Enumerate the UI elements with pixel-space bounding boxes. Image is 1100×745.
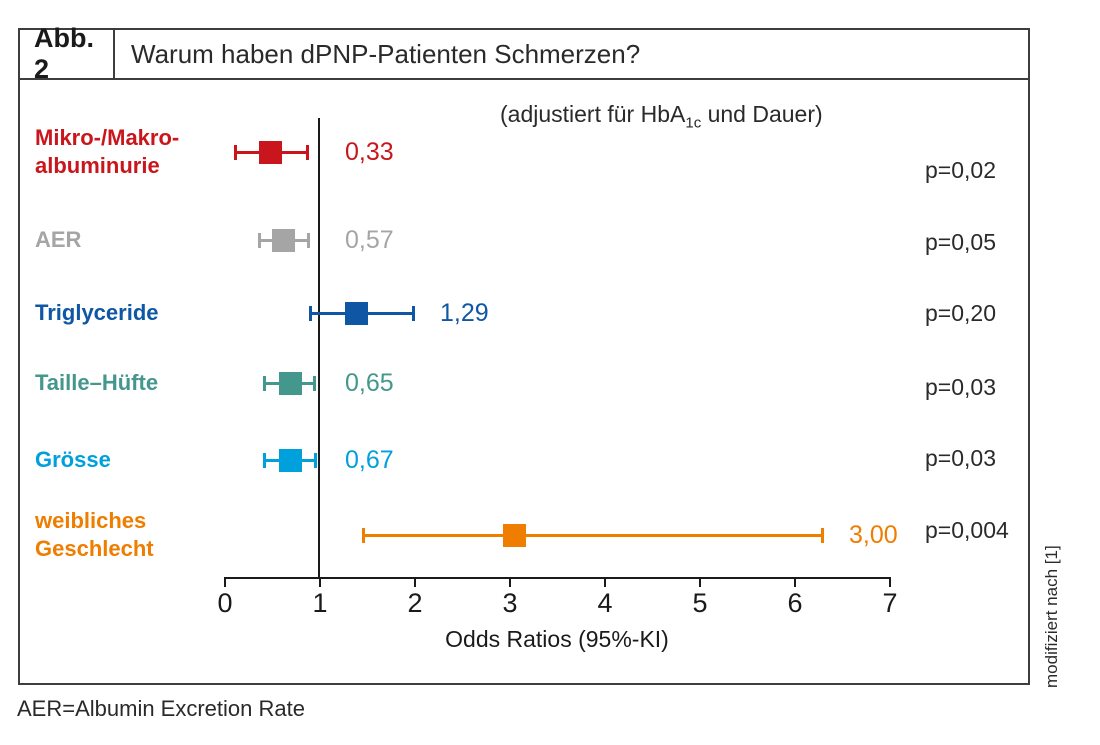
x-axis-tick	[509, 579, 511, 587]
figure-frame: Abb. 2 Warum haben dPNP-Patienten Schmer…	[18, 23, 1030, 685]
reference-line	[318, 118, 320, 578]
or-value-label: 3,00	[849, 521, 898, 549]
x-tick-label: 4	[597, 588, 613, 618]
ci-cap-right	[306, 145, 309, 160]
row-label: Triglyceride	[35, 299, 159, 327]
row-label-line: albuminurie	[35, 153, 160, 178]
ci-cap-right	[313, 376, 316, 391]
row-label: AER	[35, 226, 81, 254]
x-axis-tick	[604, 579, 606, 587]
p-value-label: p=0,02	[925, 157, 996, 183]
adjustment-annotation: (adjustiert für HbA1c und Dauer)	[500, 101, 823, 132]
row-label: weibliches Geschlecht	[35, 507, 154, 563]
or-value-label: 0,67	[345, 446, 394, 474]
x-axis-tick	[794, 579, 796, 587]
ci-cap-right	[314, 453, 317, 468]
x-tick-label: 7	[882, 588, 898, 618]
or-marker	[503, 524, 526, 547]
ci-cap-right	[821, 528, 824, 543]
ci-cap-left	[234, 145, 237, 160]
x-tick-label: 6	[787, 588, 803, 618]
row-label-line: AER	[35, 227, 82, 252]
row-label-line: Taille–Hüfte	[35, 370, 159, 395]
x-tick-label: 5	[692, 588, 708, 618]
or-marker	[259, 141, 282, 164]
ci-cap-left	[362, 528, 365, 543]
ci-bar	[362, 534, 823, 537]
x-axis-line	[224, 577, 891, 579]
row-label-line: Mikro-/Makro-	[35, 125, 180, 150]
annotation-text: (adjustiert für HbA	[500, 101, 686, 127]
or-value-label: 1,29	[440, 299, 489, 327]
or-marker	[279, 372, 302, 395]
ci-cap-left	[258, 233, 261, 248]
row-label-line: Triglyceride	[35, 300, 159, 325]
x-tick-label: 3	[502, 588, 518, 618]
p-value-label: p=0,20	[925, 300, 996, 326]
row-label-line: Grösse	[35, 447, 111, 472]
annotation-text-end: und Dauer)	[701, 101, 823, 127]
x-tick-label: 2	[407, 588, 423, 618]
or-value-label: 0,33	[345, 138, 394, 166]
ci-cap-left	[309, 306, 312, 321]
or-value-label: 0,65	[345, 369, 394, 397]
figure-number-label: Abb. 2	[20, 23, 115, 84]
figure-title-bar: Abb. 2 Warum haben dPNP-Patienten Schmer…	[20, 23, 1028, 84]
x-tick-label: 1	[312, 588, 328, 618]
or-marker	[272, 229, 295, 252]
or-marker	[279, 449, 302, 472]
or-marker	[345, 302, 368, 325]
p-value-label: p=0,05	[925, 229, 996, 255]
source-note: modifiziert nach [1]	[1042, 545, 1061, 688]
ci-cap-right	[412, 306, 415, 321]
row-label: Mikro-/Makro-albuminurie	[35, 124, 179, 180]
x-axis-tick	[319, 579, 321, 587]
x-tick-label: 0	[217, 588, 233, 618]
figure-title: Warum haben dPNP-Patienten Schmerzen?	[131, 38, 641, 69]
x-axis-tick	[414, 579, 416, 587]
ci-cap-left	[263, 376, 266, 391]
annotation-subscript: 1c	[685, 114, 702, 132]
row-label: Grösse	[35, 446, 111, 474]
x-axis-tick	[699, 579, 701, 587]
p-value-label: p=0,004	[925, 517, 1009, 543]
p-value-label: p=0,03	[925, 374, 996, 400]
row-label-line: Geschlecht	[35, 536, 154, 561]
row-label-line: weibliches	[35, 508, 147, 533]
abbreviation-footnote: AER=Albumin Excretion Rate	[17, 696, 305, 721]
ci-cap-right	[307, 233, 310, 248]
x-axis-tick	[889, 579, 891, 587]
p-value-label: p=0,03	[925, 445, 996, 471]
row-label: Taille–Hüfte	[35, 369, 158, 397]
x-axis-title: Odds Ratios (95%-KI)	[445, 626, 669, 652]
x-axis-tick	[224, 579, 226, 587]
ci-cap-left	[263, 453, 266, 468]
or-value-label: 0,57	[345, 226, 394, 254]
